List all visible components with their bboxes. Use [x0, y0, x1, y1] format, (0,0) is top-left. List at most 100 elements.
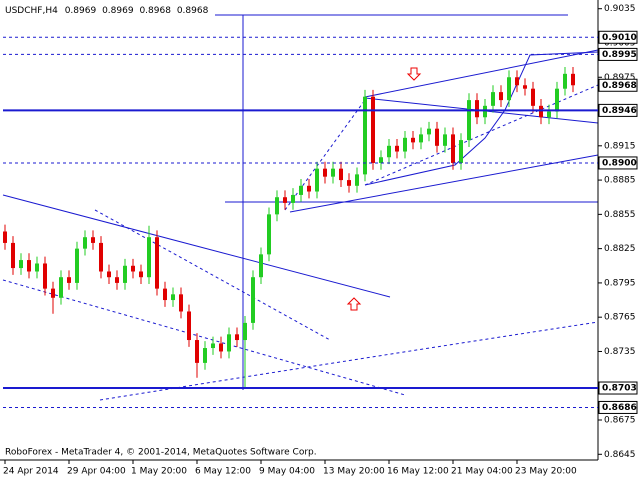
x-tick-label: 9 May 04:00 [259, 467, 315, 477]
candle-body [227, 334, 231, 352]
trend-line [364, 49, 599, 98]
trend-line [2, 279, 406, 396]
candle-body [147, 237, 151, 278]
candle-body [243, 322, 247, 341]
candle-body [27, 260, 31, 272]
candle-body [475, 100, 479, 118]
candle-body [459, 140, 463, 163]
candle-body [163, 288, 167, 301]
trend-line [364, 84, 599, 186]
candle-body [323, 168, 327, 177]
x-tick-label: 29 Apr 04:00 [67, 467, 126, 477]
candle-body [379, 157, 383, 163]
candle-body [139, 271, 143, 278]
candle-body [547, 111, 551, 118]
candle-body [283, 197, 287, 203]
candle-body [59, 277, 63, 298]
level-label: 0.8968 [602, 81, 637, 91]
y-tick-label: 0.9035 [604, 4, 636, 14]
level-label-box [598, 400, 638, 414]
y-tick-label: 0.8825 [604, 244, 636, 254]
candle-body [19, 260, 23, 269]
candle-body [43, 263, 47, 289]
y-tick-label: 0.8735 [604, 347, 636, 357]
level-label-box [598, 156, 638, 170]
trend-line [284, 99, 366, 211]
candle-body [339, 168, 343, 181]
candle-body [427, 128, 431, 135]
x-tick-label: 13 May 20:00 [323, 467, 385, 477]
level-label-box [598, 47, 638, 61]
candle-body [331, 168, 335, 177]
candle-body [267, 214, 271, 255]
candle-body [451, 134, 455, 163]
level-label-box [598, 30, 638, 44]
candle-body [347, 180, 351, 186]
candle-body [259, 254, 263, 278]
candle-body [523, 85, 527, 89]
candle-body [411, 137, 415, 143]
candle-body [291, 194, 295, 203]
wave-line [364, 51, 599, 186]
x-tick-label: 1 May 20:00 [131, 467, 187, 477]
candle-body [435, 128, 439, 146]
candle-body [187, 311, 191, 341]
candle-body [515, 77, 519, 86]
candle-body [235, 334, 239, 341]
candle-body [371, 96, 375, 163]
level-label: 0.9010 [602, 33, 637, 43]
level-label-box [598, 78, 638, 92]
candle-body [403, 137, 407, 152]
y-tick-label: 0.8915 [604, 141, 636, 151]
y-tick-label: 0.8765 [604, 313, 636, 323]
quote: 0.8969 [102, 6, 134, 16]
candle-body [203, 348, 207, 363]
trend-line [99, 321, 599, 401]
candle-body [355, 174, 359, 186]
level-label: 0.8900 [602, 158, 637, 168]
x-tick-label: 6 May 12:00 [195, 467, 251, 477]
candle-body [155, 237, 159, 289]
candle-body [107, 271, 111, 278]
candle-body [251, 277, 255, 323]
down-arrow [406, 67, 422, 81]
candle-body [395, 145, 399, 152]
symbol: USDCHF,H4 [5, 6, 58, 16]
up-arrow [346, 297, 362, 311]
candle-body [99, 242, 103, 272]
candle-body [307, 185, 311, 192]
candle-body [483, 105, 487, 118]
candle-body [299, 185, 303, 195]
y-tick-label: 0.8975 [604, 73, 636, 83]
y-tick-label: 0.8675 [604, 416, 636, 426]
candle-body [563, 73, 567, 89]
candle-body [67, 277, 71, 283]
level-label-box [598, 381, 638, 395]
y-tick-label: 0.8855 [604, 210, 636, 220]
level-label: 0.8703 [602, 384, 637, 394]
candle-body [91, 237, 95, 243]
candle-body [195, 340, 199, 363]
candle-body [539, 105, 543, 118]
level-label: 0.8686 [602, 403, 637, 413]
candle-body [115, 277, 119, 283]
level-label: 0.8946 [602, 106, 637, 116]
candle-body [11, 242, 15, 269]
y-tick-label: 0.8645 [604, 450, 636, 460]
candle-body [83, 237, 87, 249]
footer: RoboForex - MetaTrader 4, © 2001-2014, M… [5, 448, 317, 458]
candle-body [443, 134, 447, 146]
candle-body [179, 294, 183, 312]
candle-body [35, 263, 39, 272]
candle-body [131, 265, 135, 272]
candle-body [491, 92, 495, 106]
x-tick-label: 16 May 12:00 [387, 467, 449, 477]
candle-body [219, 343, 223, 352]
quote: 0.8968 [139, 6, 171, 16]
candle-body [171, 294, 175, 301]
candle-body [571, 73, 575, 86]
candle-body [499, 92, 503, 101]
level-label: 0.8995 [602, 50, 637, 60]
candle-body [3, 231, 7, 243]
